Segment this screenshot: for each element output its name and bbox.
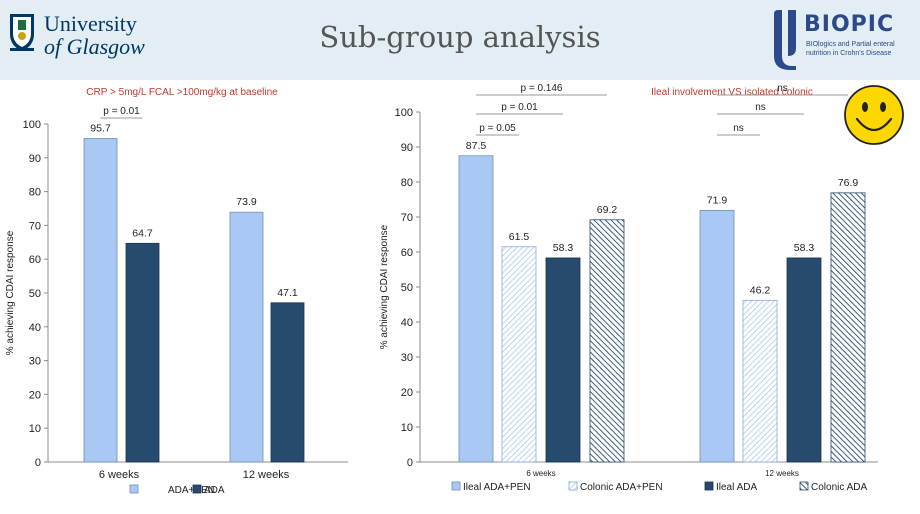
chart-crp-fcal: CRP > 5mg/L FCAL >100mg/kg at baseline % …: [5, 87, 348, 496]
x-tick-label: 12 weeks: [765, 469, 799, 478]
y-tick-label: 0: [35, 457, 41, 469]
y-tick-label: 40: [29, 322, 41, 334]
bar-ada-pen: [229, 211, 264, 463]
legend-swatch: [799, 481, 809, 491]
y-tick-label: 80: [29, 187, 41, 199]
biopic-logo: BIOPIC BIOlogics and Partial enteral nut…: [770, 8, 915, 70]
legend-label: Colonic ADA+PEN: [580, 482, 663, 493]
significance-label: p = 0.05: [479, 123, 516, 134]
bar-ada-pen: [83, 138, 118, 463]
header-banner: University of Glasgow Sub-group analysis…: [0, 0, 920, 80]
data-label: 69.2: [597, 204, 618, 216]
significance-label: ns: [755, 102, 766, 113]
data-label: 58.3: [553, 242, 574, 254]
smiley-face-icon: [844, 85, 904, 145]
legend-swatch: [192, 484, 202, 494]
y-tick-label: 10: [29, 423, 41, 435]
biopic-name: BIOPIC: [804, 12, 895, 37]
y-tick-label: 20: [29, 389, 41, 401]
data-label: 95.7: [90, 123, 111, 135]
y-tick-label: 30: [401, 352, 413, 364]
y-tick-label: 60: [401, 247, 413, 259]
biopic-tagline-line2: nutrition in Crohn's Disease: [806, 50, 892, 57]
data-label: 58.3: [794, 242, 815, 254]
y-tick-label: 90: [401, 142, 413, 154]
y-tick-label: 40: [401, 317, 413, 329]
significance-label: ns: [777, 83, 788, 94]
university-name-line1: University: [44, 11, 137, 36]
y-axis-label: % achieving CDAI response: [379, 224, 390, 349]
y-tick-label: 90: [29, 153, 41, 165]
y-tick-label: 20: [401, 387, 413, 399]
biopic-mark-icon: [774, 10, 796, 70]
y-tick-label: 50: [401, 282, 413, 294]
x-tick-label: 6 weeks: [526, 469, 555, 478]
university-of-glasgow-logo: University of Glasgow: [8, 12, 158, 62]
y-tick-label: 100: [23, 119, 41, 131]
significance-label: p = 0.01: [501, 102, 538, 113]
y-tick-label: 70: [29, 220, 41, 232]
y-tick-label: 50: [29, 288, 41, 300]
legend-label: ADA+PEN: [168, 485, 215, 496]
data-label: 71.9: [707, 194, 728, 206]
legend-swatch: [129, 484, 139, 494]
y-tick-label: 30: [29, 356, 41, 368]
biopic-tagline: BIOlogics and Partial enteral nutrition …: [806, 40, 895, 58]
chart-title: Ileal involvement VS isolated colonic: [651, 87, 813, 98]
university-crest-icon: [10, 14, 34, 51]
bar-colonic-ada: [830, 192, 866, 463]
legend-swatch: [704, 481, 714, 491]
bar-ada: [270, 302, 305, 463]
data-label: 87.5: [466, 140, 487, 152]
x-tick-label: 6 weeks: [99, 469, 140, 481]
legend-label: ADA: [204, 485, 225, 496]
chart-ileal-vs-colonic: Ileal involvement VS isolated colonic % a…: [379, 83, 878, 493]
significance-label: ns: [733, 123, 744, 134]
y-tick-label: 80: [401, 177, 413, 189]
university-name-line2: of Glasgow: [44, 34, 145, 59]
bar-colonic-ada-pen: [501, 246, 537, 463]
bar-ada: [125, 242, 160, 463]
y-axis-label: % achieving CDAI response: [5, 230, 16, 355]
bar-ileal-ada-pen: [458, 155, 494, 463]
page-title: Sub-group analysis: [319, 20, 601, 54]
data-label: 46.2: [750, 284, 771, 296]
chart-title: CRP > 5mg/L FCAL >100mg/kg at baseline: [86, 87, 278, 98]
bar-ileal-ada: [786, 257, 822, 463]
legend-label: Colonic ADA: [811, 482, 867, 493]
bar-ileal-ada-pen: [699, 209, 735, 463]
y-tick-label: 70: [401, 212, 413, 224]
bar-ileal-ada: [545, 257, 581, 463]
significance-label: p = 0.146: [521, 83, 563, 94]
data-label: 47.1: [277, 287, 298, 299]
data-label: 73.9: [236, 196, 257, 208]
legend-swatch: [568, 481, 578, 491]
legend-swatch: [451, 481, 461, 491]
data-label: 61.5: [509, 231, 530, 243]
legend-label: Ileal ADA+PEN: [463, 482, 531, 493]
bar-colonic-ada: [589, 219, 625, 463]
data-label: 76.9: [838, 177, 859, 189]
y-tick-label: 60: [29, 254, 41, 266]
x-tick-label: 12 weeks: [243, 469, 290, 481]
biopic-tagline-line1: BIOlogics and Partial enteral: [806, 41, 895, 48]
data-label: 64.7: [132, 227, 153, 239]
bar-colonic-ada-pen: [742, 299, 778, 463]
y-tick-label: 100: [395, 107, 413, 119]
y-tick-label: 10: [401, 422, 413, 434]
legend-label: Ileal ADA: [716, 482, 757, 493]
y-tick-label: 0: [407, 457, 413, 469]
significance-label: p = 0.01: [103, 106, 140, 117]
